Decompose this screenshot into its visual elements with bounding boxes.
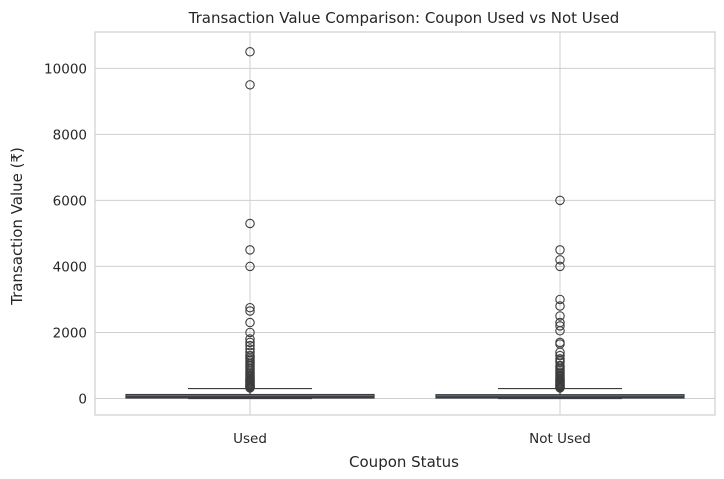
y-axis-label: Transaction Value (₹) <box>8 147 26 306</box>
outlier-point <box>555 245 565 255</box>
x-tick-label: Used <box>233 431 267 447</box>
outlier-point <box>555 311 565 321</box>
outlier-point <box>555 321 565 331</box>
y-tick-label: 4000 <box>53 259 87 275</box>
tick-labels: 0 2000 4000 6000 8000 10000 Used Not Used <box>44 61 591 447</box>
outlier-point <box>245 245 255 255</box>
y-tick-label: 6000 <box>53 193 87 209</box>
x-tick-label: Not Used <box>529 431 591 447</box>
y-tick-label: 8000 <box>53 127 87 143</box>
outlier-point <box>555 195 565 206</box>
box-used <box>125 47 375 400</box>
outlier-point <box>245 334 255 344</box>
outlier-point <box>245 383 255 393</box>
outlier-point <box>245 218 255 229</box>
outlier-point <box>555 301 565 311</box>
outlier-point <box>245 317 255 328</box>
outlier-point <box>245 337 255 348</box>
outlier-point <box>555 350 565 361</box>
y-tick-label: 2000 <box>53 325 87 341</box>
outlier-point <box>555 261 565 272</box>
boxes <box>125 47 685 400</box>
outlier-point <box>555 326 565 336</box>
chart-title: Transaction Value Comparison: Coupon Use… <box>188 9 620 27</box>
y-tick-label: 10000 <box>44 61 87 77</box>
box-not-used <box>435 195 685 400</box>
outlier-point <box>245 47 255 57</box>
outlier-point <box>245 327 255 338</box>
outlier-point <box>245 306 255 316</box>
outlier-point <box>555 383 565 393</box>
outlier-point <box>245 261 255 272</box>
outlier-point <box>245 302 255 313</box>
x-axis-label: Coupon Status <box>349 453 459 471</box>
plot-frame <box>94 31 716 416</box>
outlier-point <box>555 294 565 305</box>
outlier-point <box>555 255 565 265</box>
y-tick-label: 0 <box>78 391 87 407</box>
grid-lines <box>95 32 715 415</box>
outlier-point <box>245 80 255 90</box>
outlier-point <box>245 340 255 351</box>
